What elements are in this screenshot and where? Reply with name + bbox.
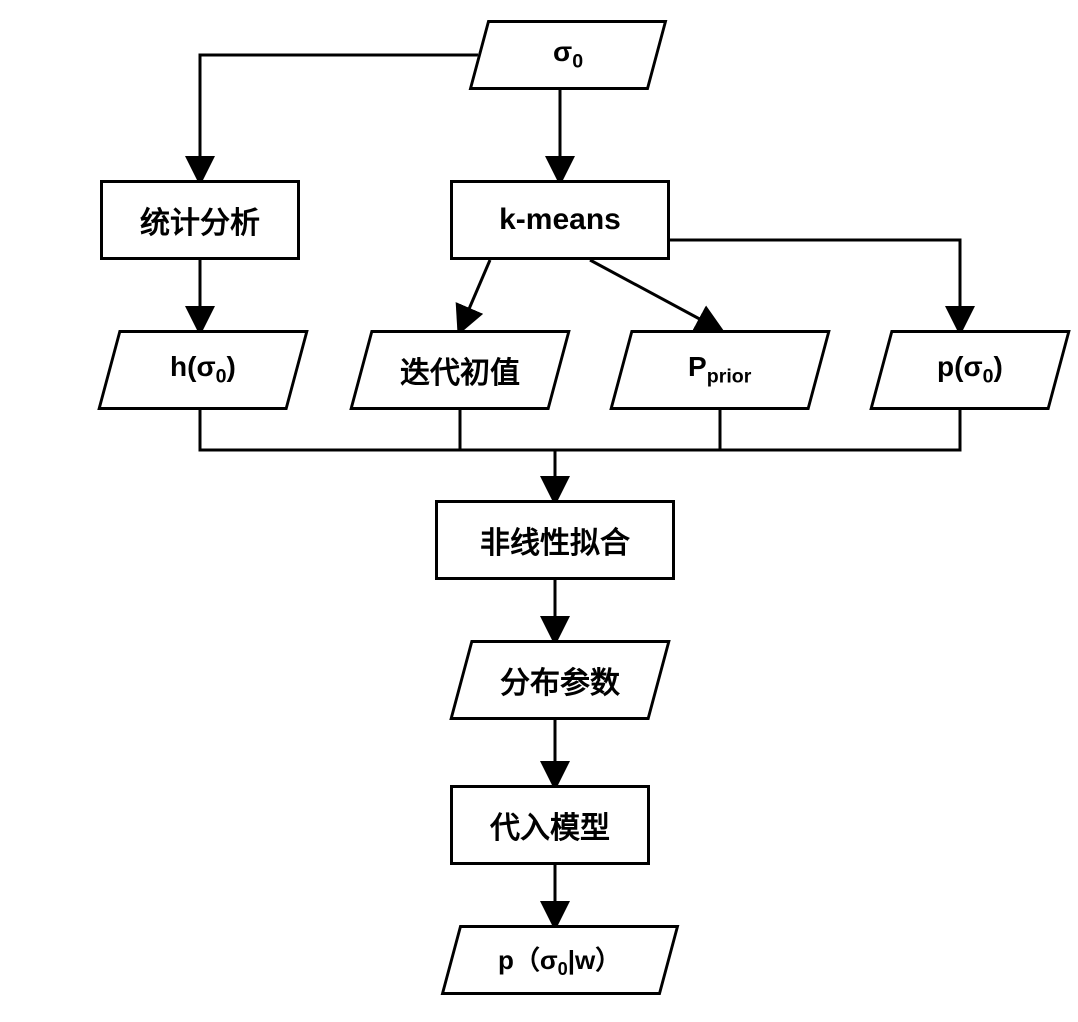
node-pprior: Pprior: [609, 330, 830, 410]
node-nonlinear: 非线性拟合: [435, 500, 675, 580]
node-psigma: p(σ0): [869, 330, 1070, 410]
node-label-kmeans: k-means: [499, 203, 621, 237]
node-kmeans: k-means: [450, 180, 670, 260]
node-pcond: p（σ0|w）: [441, 925, 680, 995]
node-label-psigma: p(σ0): [937, 351, 1003, 389]
node-label-hsigma: h(σ0): [170, 351, 236, 389]
node-stats: 统计分析: [100, 180, 300, 260]
arrow-kmeans-iterinit: [460, 260, 490, 330]
node-hsigma: h(σ0): [97, 330, 308, 410]
node-label-submodel: 代入模型: [490, 803, 610, 847]
node-label-iterinit: 迭代初值: [400, 348, 520, 392]
arrow-merge-nonlinear: [200, 410, 960, 450]
node-label-pcond: p（σ0|w）: [498, 940, 621, 980]
arrow-kmeans-psigma: [670, 240, 960, 330]
node-label-stats: 统计分析: [140, 198, 260, 242]
node-submodel: 代入模型: [450, 785, 650, 865]
node-label-pprior: Pprior: [688, 351, 751, 389]
arrow-kmeans-pprior: [590, 260, 720, 330]
node-label-nonlinear: 非线性拟合: [480, 518, 630, 562]
node-label-sigma0: σ0: [553, 36, 583, 74]
node-label-distparam: 分布参数: [500, 658, 620, 702]
node-iterinit: 迭代初值: [349, 330, 570, 410]
arrow-sigma0-stats: [200, 55, 478, 180]
node-distparam: 分布参数: [449, 640, 670, 720]
node-sigma0: σ0: [469, 20, 668, 90]
